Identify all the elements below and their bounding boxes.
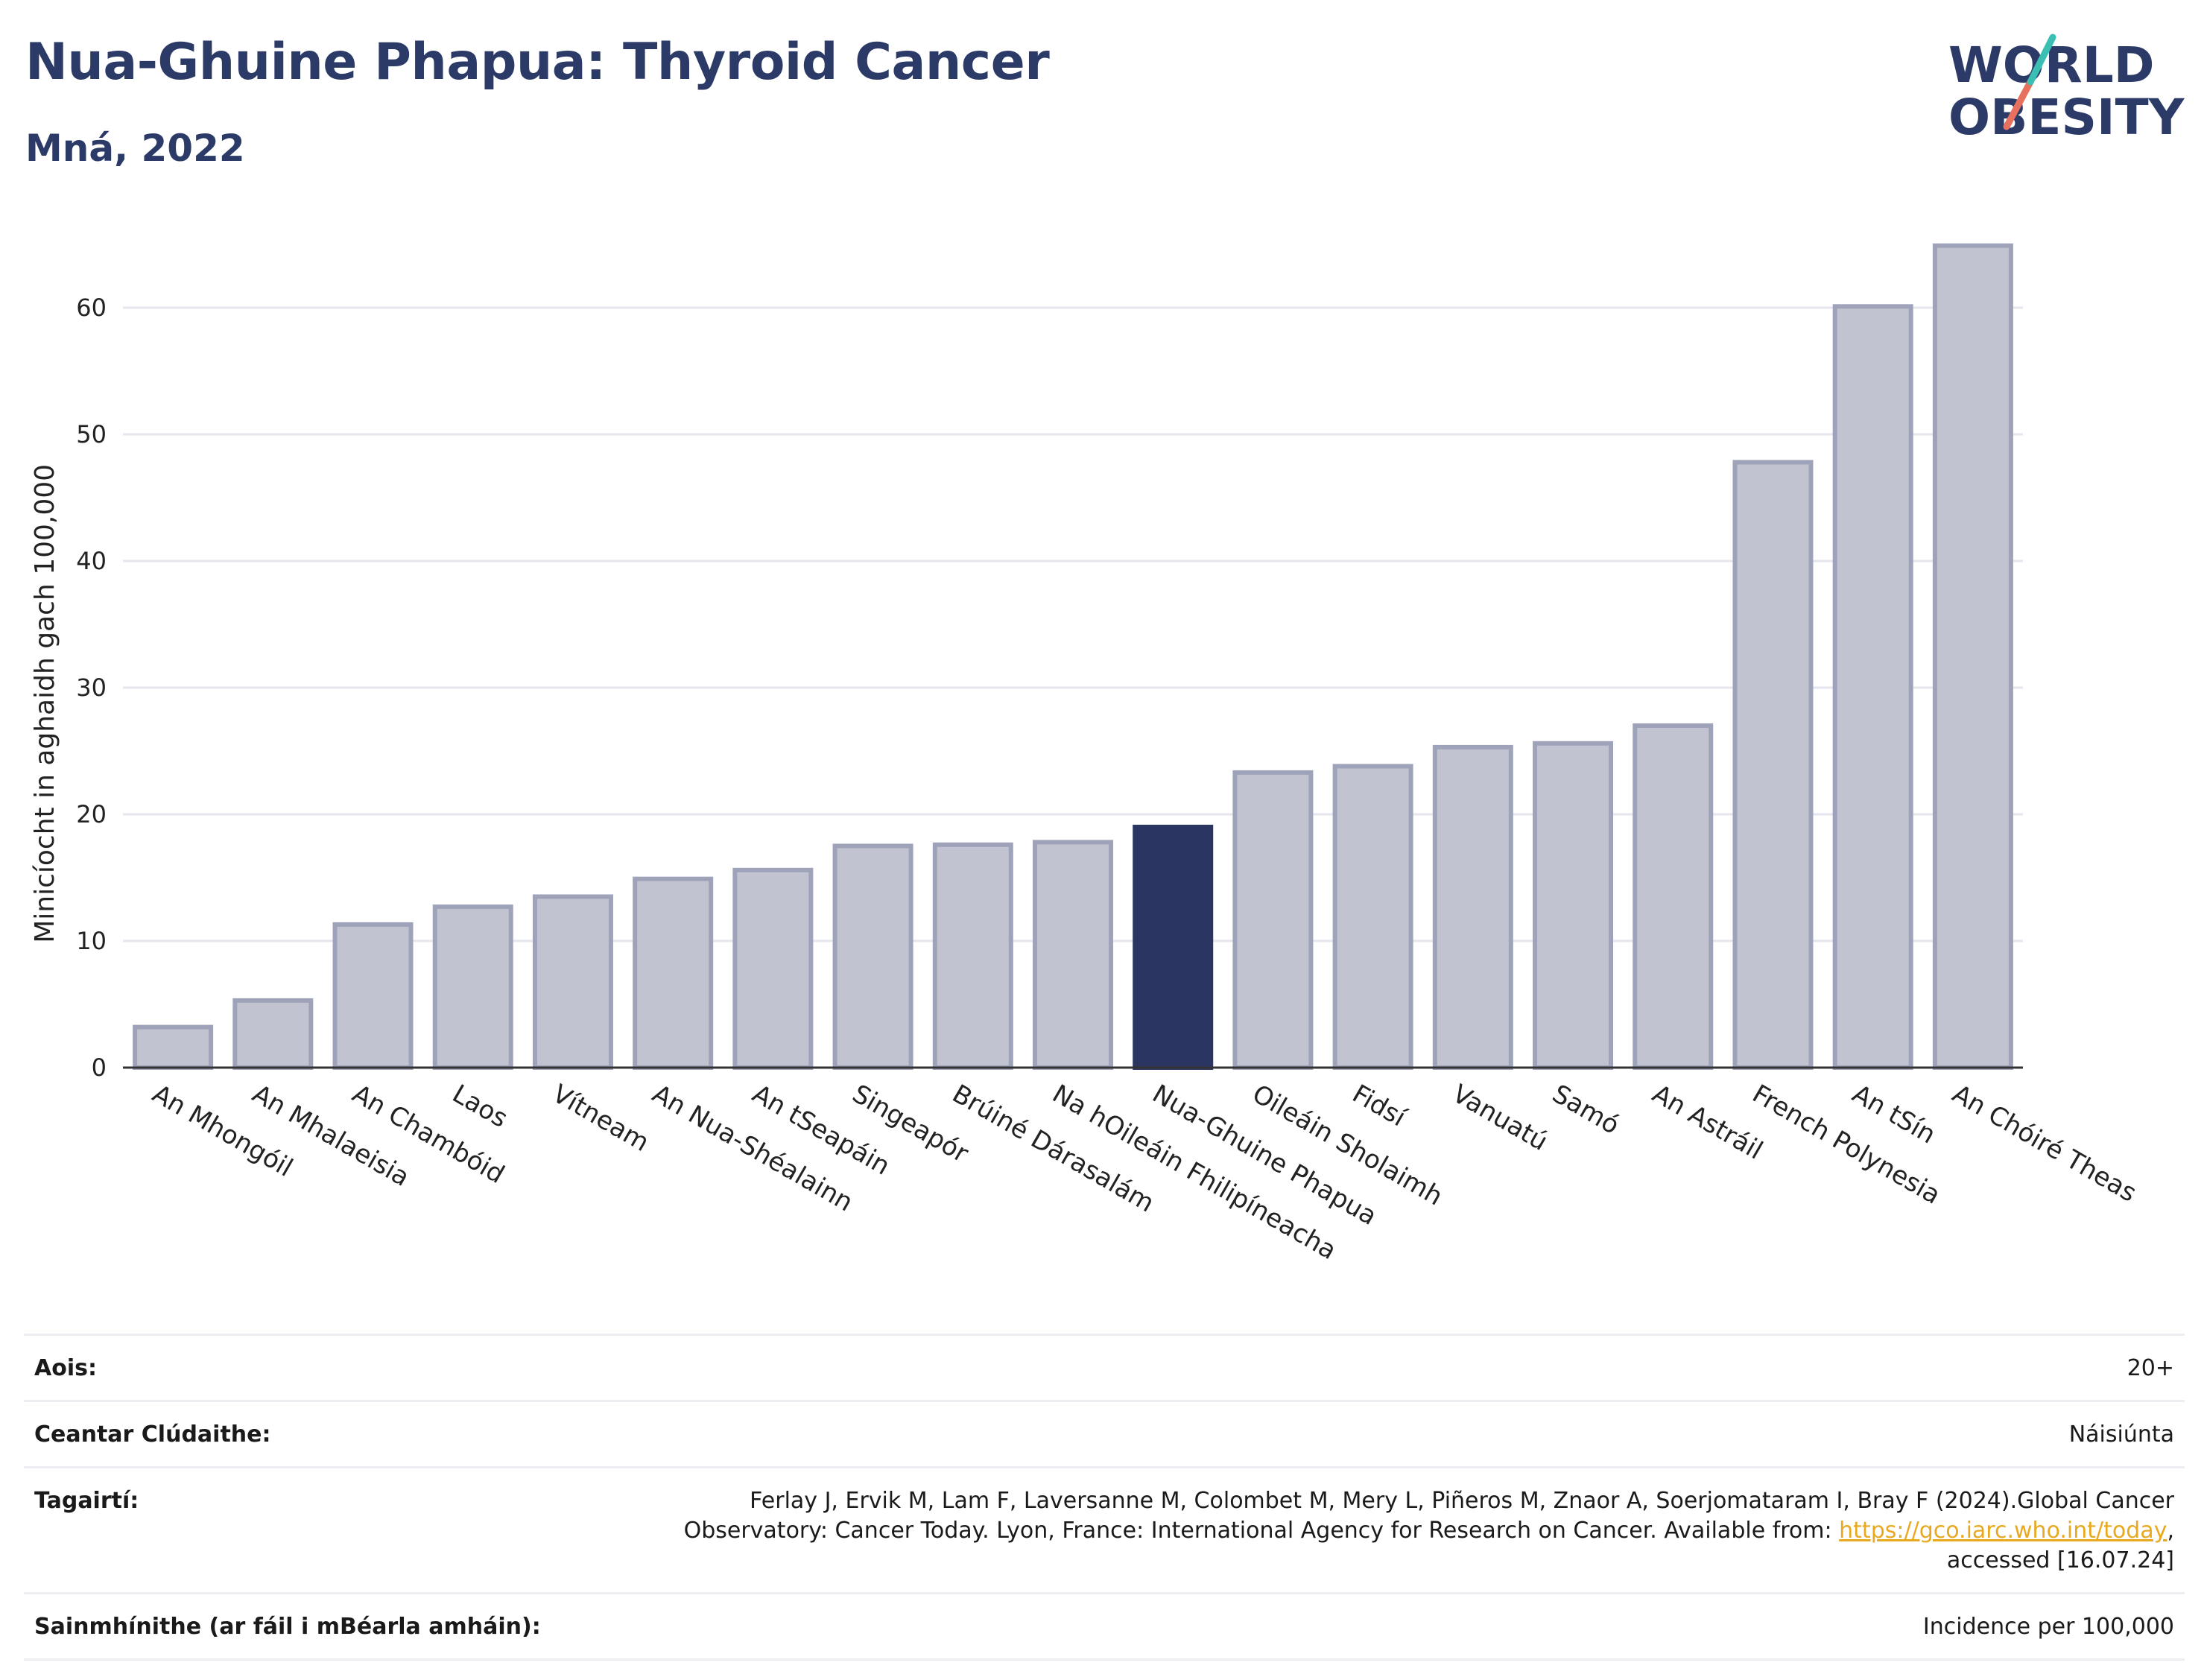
x-tick-label: An Chóiré Theas: [1947, 1079, 2141, 1208]
y-axis-label: Minicíocht in aghaidh gach 100,000: [30, 464, 60, 943]
bar: [1533, 741, 1614, 1070]
info-label-references: Tagairtí:: [34, 1488, 139, 1514]
x-tick-label: Vanuatú: [1447, 1079, 1552, 1157]
y-tick-label: 10: [76, 927, 107, 955]
bar: [532, 894, 613, 1070]
logo-slash-teal: [2027, 34, 2056, 86]
bar: [332, 922, 414, 1071]
bar: [1732, 460, 1814, 1070]
logo-text-obesity: OBESITY: [1948, 89, 2185, 146]
info-value-definitions: Incidence per 100,000: [1922, 1614, 2174, 1640]
y-tick-label: 20: [76, 800, 107, 828]
reference-line-3: accessed [16.07.24]: [1946, 1547, 2174, 1573]
info-label-age: Aois:: [34, 1355, 97, 1381]
world-obesity-logo: WORLD OBESITY: [1948, 34, 2185, 146]
bar-chart: 0 10 20 30 40 50 60 Minicíocht in aghaidh gach …: [30, 243, 2141, 1266]
bar: [133, 1024, 214, 1070]
bar: [732, 867, 814, 1071]
logo-slash-red: [2003, 78, 2034, 130]
info-value-references: Ferlay J, Ervik M, Lam F, Laversanne M, …: [684, 1486, 2174, 1576]
y-tick-label: 30: [76, 673, 107, 702]
info-label-coverage: Ceantar Clúdaithe:: [34, 1421, 271, 1448]
reference-line-2-end: ,: [2167, 1518, 2174, 1544]
y-tick-label: 60: [76, 294, 107, 322]
chart-title: Nua-Ghuine Phapua: Thyroid Cancer: [25, 33, 1050, 92]
bar: [1633, 723, 1714, 1070]
x-tick-label: Laos: [447, 1079, 513, 1134]
reference-link[interactable]: https://gco.iarc.who.int/today: [1839, 1518, 2167, 1544]
info-row-age: Aois: 20+: [24, 1336, 2185, 1402]
bar: [932, 842, 1013, 1071]
info-label-definitions: Sainmhínithe (ar fáil i mBéarla amháin):: [34, 1614, 541, 1640]
bar: [1133, 825, 1214, 1070]
bar: [633, 876, 714, 1070]
bar: [1332, 764, 1413, 1071]
bar: [232, 998, 314, 1071]
bar: [1232, 770, 1314, 1071]
bar: [832, 843, 913, 1070]
info-row-coverage: Ceantar Clúdaithe: Náisiúnta: [24, 1402, 2185, 1468]
x-tick-label: An Astráil: [1647, 1079, 1768, 1165]
x-tick-label: Vítneam: [547, 1079, 653, 1158]
reference-line-2: Observatory: Cancer Today. Lyon, France:…: [683, 1518, 1840, 1544]
info-value-age: 20+: [2127, 1355, 2174, 1381]
info-table: Aois: 20+ Ceantar Clúdaithe: Náisiúnta T…: [24, 1334, 2185, 1661]
info-value-coverage: Náisiúnta: [2068, 1421, 2174, 1448]
y-tick-label: 0: [92, 1053, 107, 1082]
info-row-definitions: Sainmhínithe (ar fáil i mBéarla amháin):…: [24, 1594, 2185, 1661]
x-tick-label: Samó: [1548, 1079, 1624, 1141]
bar: [1033, 840, 1113, 1071]
reference-line-1: Ferlay J, Ervik M, Lam F, Laversanne M, …: [750, 1488, 2174, 1514]
chart-subtitle: Mná, 2022: [25, 127, 245, 170]
x-tick-label: Fidsí: [1347, 1079, 1412, 1133]
bar: [1432, 744, 1513, 1071]
y-tick-label: 50: [76, 420, 107, 448]
info-row-references: Tagairtí: Ferlay J, Ervik M, Lam F, Lave…: [24, 1468, 2185, 1594]
bar: [1932, 243, 2013, 1071]
bar: [1832, 304, 1913, 1070]
bar: [432, 904, 513, 1070]
x-tick-label: French Polynesia: [1747, 1079, 1945, 1211]
y-tick-label: 40: [76, 547, 107, 575]
